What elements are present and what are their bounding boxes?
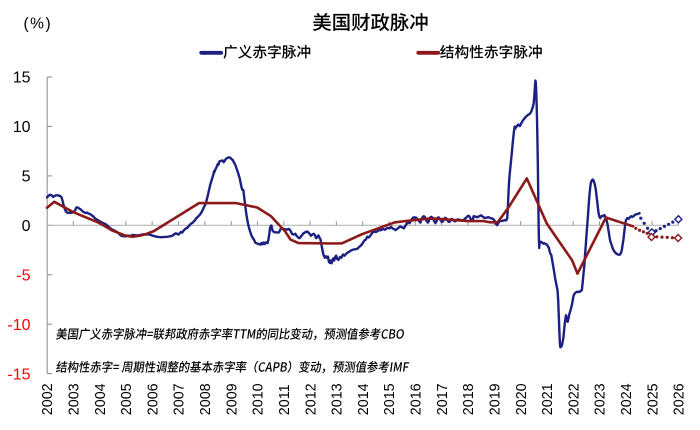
svg-text:2013: 2013 <box>330 383 346 415</box>
svg-text:2020: 2020 <box>514 383 530 415</box>
svg-text:2025: 2025 <box>645 383 661 415</box>
svg-text:2003: 2003 <box>67 383 83 415</box>
svg-text:2022: 2022 <box>566 383 582 415</box>
svg-text:2007: 2007 <box>172 383 188 415</box>
svg-text:2010: 2010 <box>251 383 267 415</box>
svg-text:2023: 2023 <box>593 383 609 415</box>
svg-text:-5: -5 <box>16 268 30 285</box>
svg-text:2009: 2009 <box>224 383 240 415</box>
svg-text:5: 5 <box>22 169 31 186</box>
svg-text:2021: 2021 <box>540 383 556 415</box>
svg-text:2011: 2011 <box>277 384 293 415</box>
svg-text:2026: 2026 <box>672 383 688 415</box>
svg-text:2015: 2015 <box>382 383 398 415</box>
svg-text:2016: 2016 <box>409 383 425 415</box>
svg-text:2018: 2018 <box>461 383 477 415</box>
svg-text:2008: 2008 <box>198 383 214 415</box>
svg-text:10: 10 <box>13 119 31 136</box>
svg-text:-10: -10 <box>7 317 30 334</box>
svg-text:2006: 2006 <box>145 383 161 415</box>
svg-text:2005: 2005 <box>119 383 135 415</box>
svg-text:2012: 2012 <box>303 383 319 415</box>
svg-text:2002: 2002 <box>40 383 56 415</box>
svg-text:2017: 2017 <box>435 383 451 415</box>
svg-text:2019: 2019 <box>488 383 504 415</box>
svg-text:(%): (%) <box>24 16 53 33</box>
svg-text:2024: 2024 <box>619 383 635 415</box>
svg-text:15: 15 <box>13 70 31 87</box>
svg-text:-15: -15 <box>7 366 30 383</box>
svg-text:0: 0 <box>22 218 31 235</box>
svg-text:2004: 2004 <box>93 383 109 415</box>
svg-text:2014: 2014 <box>356 383 372 415</box>
